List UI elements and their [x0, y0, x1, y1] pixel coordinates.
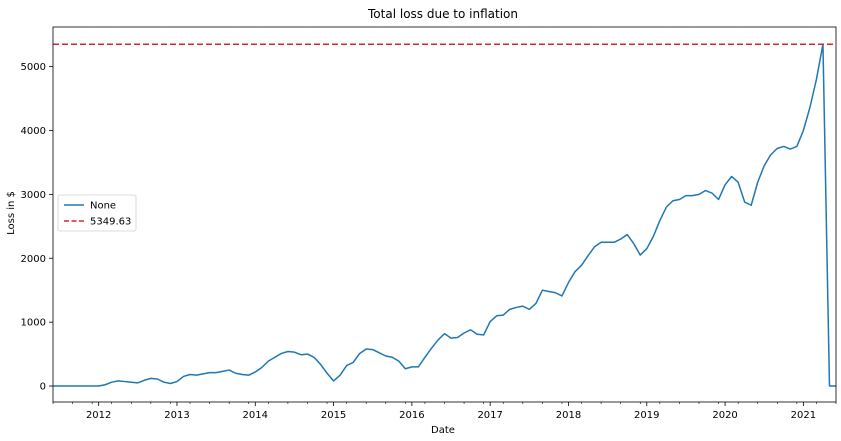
- x-tick-label: 2012: [86, 410, 111, 421]
- y-tick-label: 4000: [21, 126, 46, 137]
- legend-label: None: [90, 201, 116, 212]
- x-tick-label: 2016: [399, 410, 424, 421]
- x-tick-label: 2021: [791, 410, 816, 421]
- x-axis-label: Date: [431, 425, 455, 436]
- chart-title: Total loss due to inflation: [367, 7, 518, 21]
- x-tick-label: 2015: [321, 410, 346, 421]
- x-tick-label: 2018: [556, 410, 581, 421]
- y-tick-label: 5000: [21, 62, 46, 73]
- x-tick-label: 2020: [712, 410, 737, 421]
- y-tick-label: 2000: [21, 254, 46, 265]
- x-tick-label: 2013: [164, 410, 189, 421]
- x-tick-label: 2014: [243, 410, 268, 421]
- y-axis-label-group: Loss in $: [6, 191, 17, 235]
- legend-label: 5349.63: [90, 217, 131, 228]
- x-tick-label: 2019: [634, 410, 659, 421]
- x-tick-label: 2017: [477, 410, 502, 421]
- y-tick-label: 0: [40, 382, 46, 393]
- legend-box: [57, 194, 137, 232]
- legend: None 5349.63: [57, 194, 137, 232]
- x-axis-ticks: 2012 2013 2014 2015 2016 2017 2018 2019 2020 2021: [52, 402, 837, 421]
- plot-frame: [52, 26, 837, 403]
- y-axis-ticks: 0 1000 2000 3000 4000 5000: [21, 62, 53, 393]
- series-line-0: [53, 43, 836, 387]
- y-tick-label: 3000: [21, 190, 46, 201]
- y-axis-label: Loss in $: [6, 191, 17, 235]
- y-tick-label: 1000: [21, 318, 46, 329]
- plot-area: [53, 43, 836, 387]
